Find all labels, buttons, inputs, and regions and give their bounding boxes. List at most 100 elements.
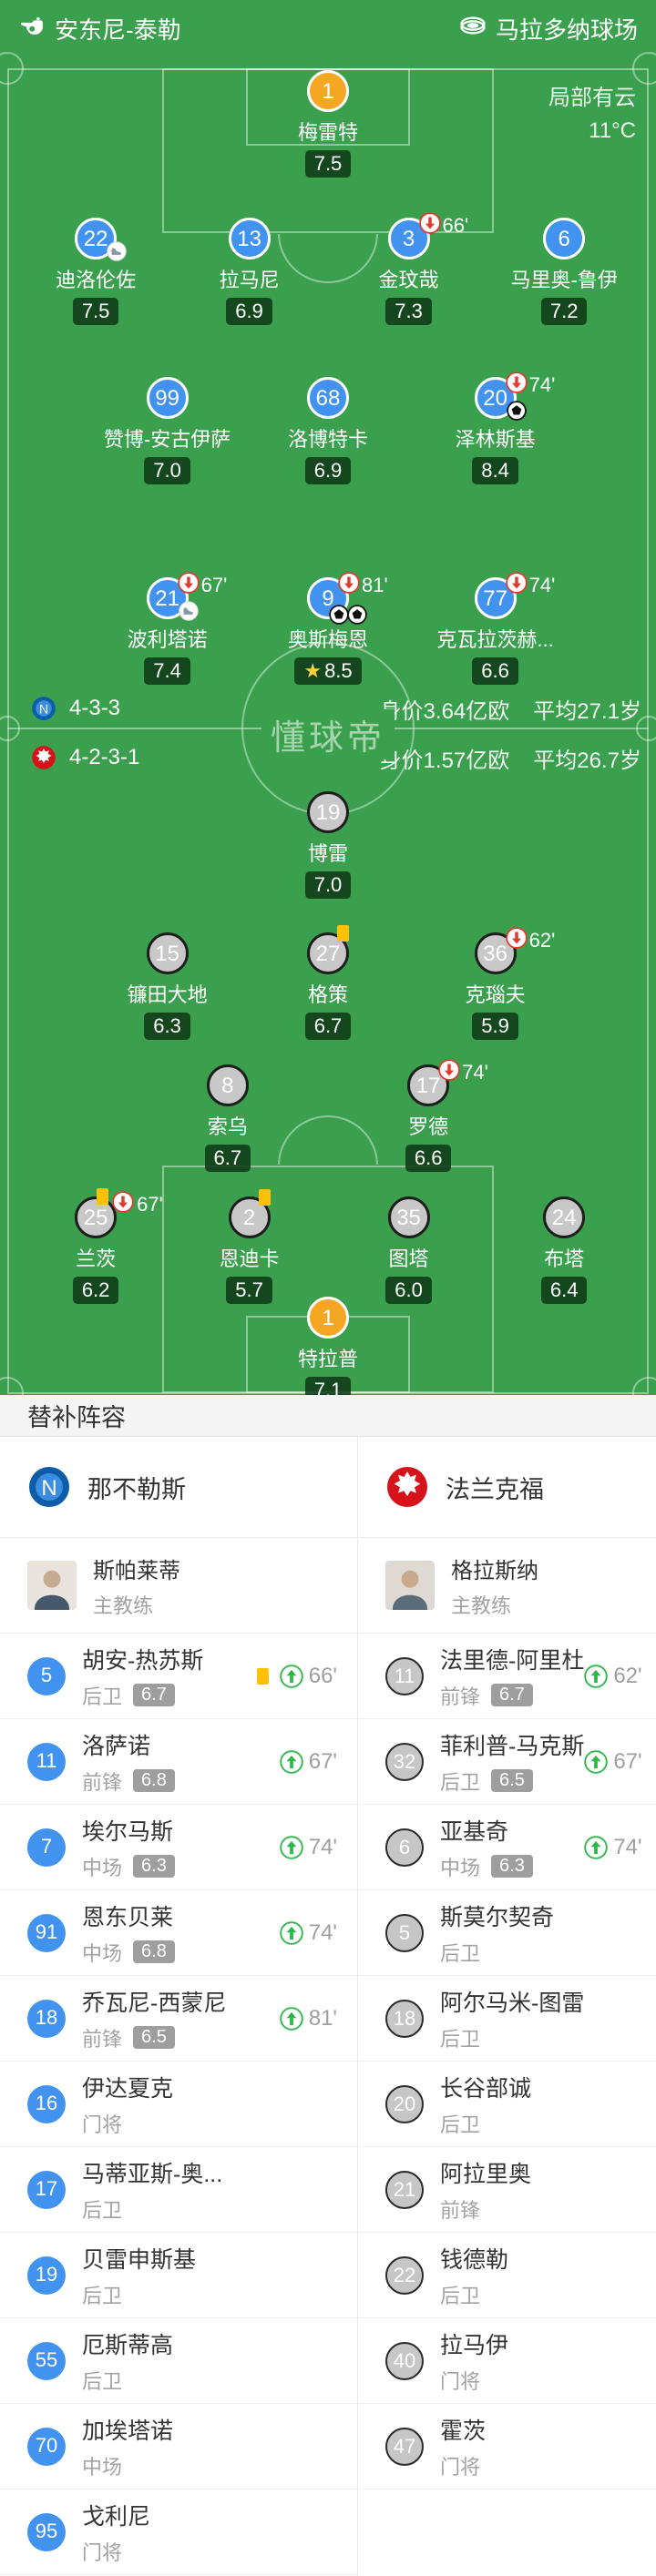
sub-player-row-home-55[interactable]: 55 厄斯蒂高 后卫: [0, 2318, 357, 2404]
player-marker-home-20[interactable]: 74' 20 泽林斯基 8.4: [432, 372, 559, 484]
sub-player-position: 后卫: [82, 2369, 123, 2393]
sub-player-number: 18: [27, 1999, 66, 2038]
sub-on-minute: 74': [308, 1919, 337, 1945]
player-marker-away-2[interactable]: 2 恩迪卡 5.7: [186, 1189, 313, 1304]
sub-player-row-home-19[interactable]: 19 贝雷申斯基 后卫: [0, 2233, 357, 2318]
player-rating: 6.4: [540, 1277, 588, 1304]
player-marker-away-1[interactable]: 1 特拉普 7.1: [264, 1297, 392, 1404]
away-formation: 4-2-3-1: [69, 745, 140, 769]
sub-player-rating: 6.7: [491, 1684, 533, 1706]
sub-player-name: 伊达夏克: [82, 2075, 174, 2102]
penalty-area-top: [162, 68, 494, 233]
player-marker-home-13[interactable]: 13 拉马尼 6.9: [186, 218, 313, 325]
player-marker-away-24[interactable]: 24 布塔 6.4: [500, 1196, 628, 1304]
player-number: 27: [307, 932, 349, 974]
player-name: 格策: [307, 983, 348, 1006]
player-marker-away-35[interactable]: 35 图塔 6.0: [345, 1196, 473, 1304]
sub-player-position: 后卫: [82, 2198, 123, 2222]
referee-name: 安东尼-泰勒: [55, 15, 181, 44]
sub-player-row-away-21[interactable]: 21 阿拉里奥 前锋: [358, 2147, 656, 2233]
player-name: 恩迪卡: [219, 1247, 280, 1270]
sub-off-minute: 81': [362, 574, 388, 596]
player-marker-home-68[interactable]: 68 洛博特卡 6.9: [264, 377, 392, 484]
player-number: 22: [75, 218, 118, 260]
sub-player-row-away-22[interactable]: 22 钱德勒 后卫: [358, 2233, 656, 2318]
sub-player-name: 斯莫尔契奇: [440, 1904, 555, 1930]
sub-on-icon: [279, 1664, 303, 1688]
player-marker-home-6[interactable]: 6 马里奥-鲁伊 7.2: [500, 218, 628, 325]
sub-player-row-away-47[interactable]: 47 霍茨 门将: [358, 2404, 656, 2489]
away-avg-age: 平均26.7岁: [533, 748, 641, 773]
sub-player-row-home-5[interactable]: 5 胡安-热苏斯 后卫 6.7 66': [0, 1634, 357, 1719]
sub-player-name: 埃尔马斯: [82, 1818, 174, 1845]
away-team-header[interactable]: 法兰克福: [358, 1437, 656, 1538]
sub-player-row-home-7[interactable]: 7 埃尔马斯 中场 6.3 74': [0, 1805, 357, 1890]
sub-player-row-home-95[interactable]: 95 戈利尼 门将: [0, 2489, 357, 2575]
goal-area-top: [246, 68, 410, 146]
sub-player-row-away-20[interactable]: 20 长谷部诚 后卫: [358, 2062, 656, 2147]
player-number: 15: [146, 932, 189, 974]
sub-player-row-away-32[interactable]: 32 菲利普-马克斯 后卫 6.5 67': [358, 1719, 656, 1805]
away-team-crest-icon: [385, 1465, 429, 1509]
player-name: 波利塔诺: [127, 628, 208, 651]
sub-player-row-home-18[interactable]: 18 乔瓦尼-西蒙尼 前锋 6.5 81': [0, 1976, 357, 2062]
sub-player-row-home-91[interactable]: 91 恩东贝莱 中场 6.8 74': [0, 1890, 357, 1976]
player-marker-away-19[interactable]: 19 博雷 7.0: [264, 791, 392, 899]
player-marker-home-1[interactable]: 1 梅雷特 7.5: [264, 70, 392, 178]
sub-player-number: 11: [27, 1742, 66, 1781]
sub-player-row-away-6[interactable]: 6 亚基奇 中场 6.3 74': [358, 1805, 656, 1890]
sub-player-name: 马蒂亚斯-奥...: [82, 2161, 223, 2187]
player-marker-home-9[interactable]: 81' 9 奥斯梅恩 ★ 8.5: [264, 572, 392, 685]
sub-off-minute: 74': [528, 373, 556, 396]
sub-on-icon: [584, 1835, 609, 1859]
home-team-name: 那不勒斯: [87, 1475, 186, 1503]
sub-player-row-home-11[interactable]: 11 洛萨诺 前锋 6.8 67': [0, 1719, 357, 1805]
away-coach-row[interactable]: 格拉斯纳 主教练: [358, 1538, 656, 1634]
home-coach-label: 主教练: [93, 1593, 154, 1617]
player-marker-home-99[interactable]: 99 赞博-安古伊萨 7.0: [104, 377, 231, 484]
player-marker-away-25[interactable]: 67' 25 兰茨 6.2: [32, 1188, 163, 1304]
sub-player-row-away-11[interactable]: 11 法里德-阿里杜 前锋 6.7 62': [358, 1634, 656, 1719]
sub-player-position: 前锋: [440, 1685, 481, 1708]
sub-player-row-home-16[interactable]: 16 伊达夏克 门将: [0, 2062, 357, 2147]
sub-player-row-home-70[interactable]: 70 加埃塔诺 中场: [0, 2404, 357, 2489]
home-coach-row[interactable]: 斯帕莱蒂 主教练: [0, 1538, 357, 1634]
sub-on-icon: [279, 1749, 303, 1774]
player-rating: 6.9: [304, 457, 352, 484]
svg-text:N: N: [39, 701, 48, 716]
away-coach-name: 格拉斯纳: [451, 1558, 538, 1583]
sub-player-name: 阿拉里奥: [440, 2161, 532, 2187]
sub-player-row-home-17[interactable]: 17 马蒂亚斯-奥... 后卫: [0, 2147, 357, 2233]
player-marker-away-8[interactable]: 8 索乌 6.7: [164, 1064, 292, 1172]
sub-player-row-away-40[interactable]: 40 拉马伊 门将: [358, 2318, 656, 2404]
player-number: 99: [146, 377, 189, 419]
subs-panel: N 那不勒斯 斯帕莱蒂 主教练 5 胡安-热苏斯 后卫 6.7 66' 11 洛萨诺 前锋 6.…: [0, 1437, 656, 2576]
player-marker-away-36[interactable]: 62' 36 克瑙夫 5.9: [432, 927, 559, 1040]
sub-player-row-away-5[interactable]: 5 斯莫尔契奇 后卫: [358, 1890, 656, 1976]
yellow-card-icon: [256, 1667, 269, 1685]
sub-player-number: 95: [27, 2512, 66, 2551]
home-team-crest-icon: N: [31, 696, 56, 721]
player-marker-home-22[interactable]: 22 迪洛伦佐 7.5: [32, 218, 159, 325]
player-marker-home-77[interactable]: 74' 77 克瓦拉茨赫... 6.6: [432, 572, 559, 685]
sub-player-number: 7: [27, 1828, 66, 1867]
sub-player-position: 后卫: [440, 1770, 481, 1794]
player-marker-home-3[interactable]: 66' 3 金玟哉 7.3: [345, 212, 473, 325]
home-team-header[interactable]: N 那不勒斯: [0, 1437, 357, 1538]
player-marker-home-21[interactable]: 67' 21 波利塔诺 7.4: [104, 572, 231, 685]
empty-cell: [358, 2489, 656, 2576]
sub-off-minute: 74': [462, 1061, 488, 1084]
sub-player-row-away-18[interactable]: 18 阿尔马米-图雷 后卫: [358, 1976, 656, 2062]
player-marker-away-17[interactable]: 74' 17 罗德 6.6: [364, 1059, 492, 1172]
player-name: 索乌: [207, 1115, 248, 1138]
weather-condition: 局部有云: [548, 86, 636, 110]
goal-icon: [329, 605, 349, 625]
sub-player-number: 47: [385, 2427, 424, 2466]
player-marker-away-27[interactable]: 27 格策 6.7: [264, 925, 392, 1040]
player-marker-away-15[interactable]: 15 镰田大地 6.3: [104, 932, 231, 1040]
sub-on-minute: 74': [613, 1834, 642, 1859]
player-rating: 7.3: [385, 298, 432, 325]
player-rating: 8.4: [472, 457, 518, 484]
sub-player-position: 中场: [440, 1856, 481, 1879]
